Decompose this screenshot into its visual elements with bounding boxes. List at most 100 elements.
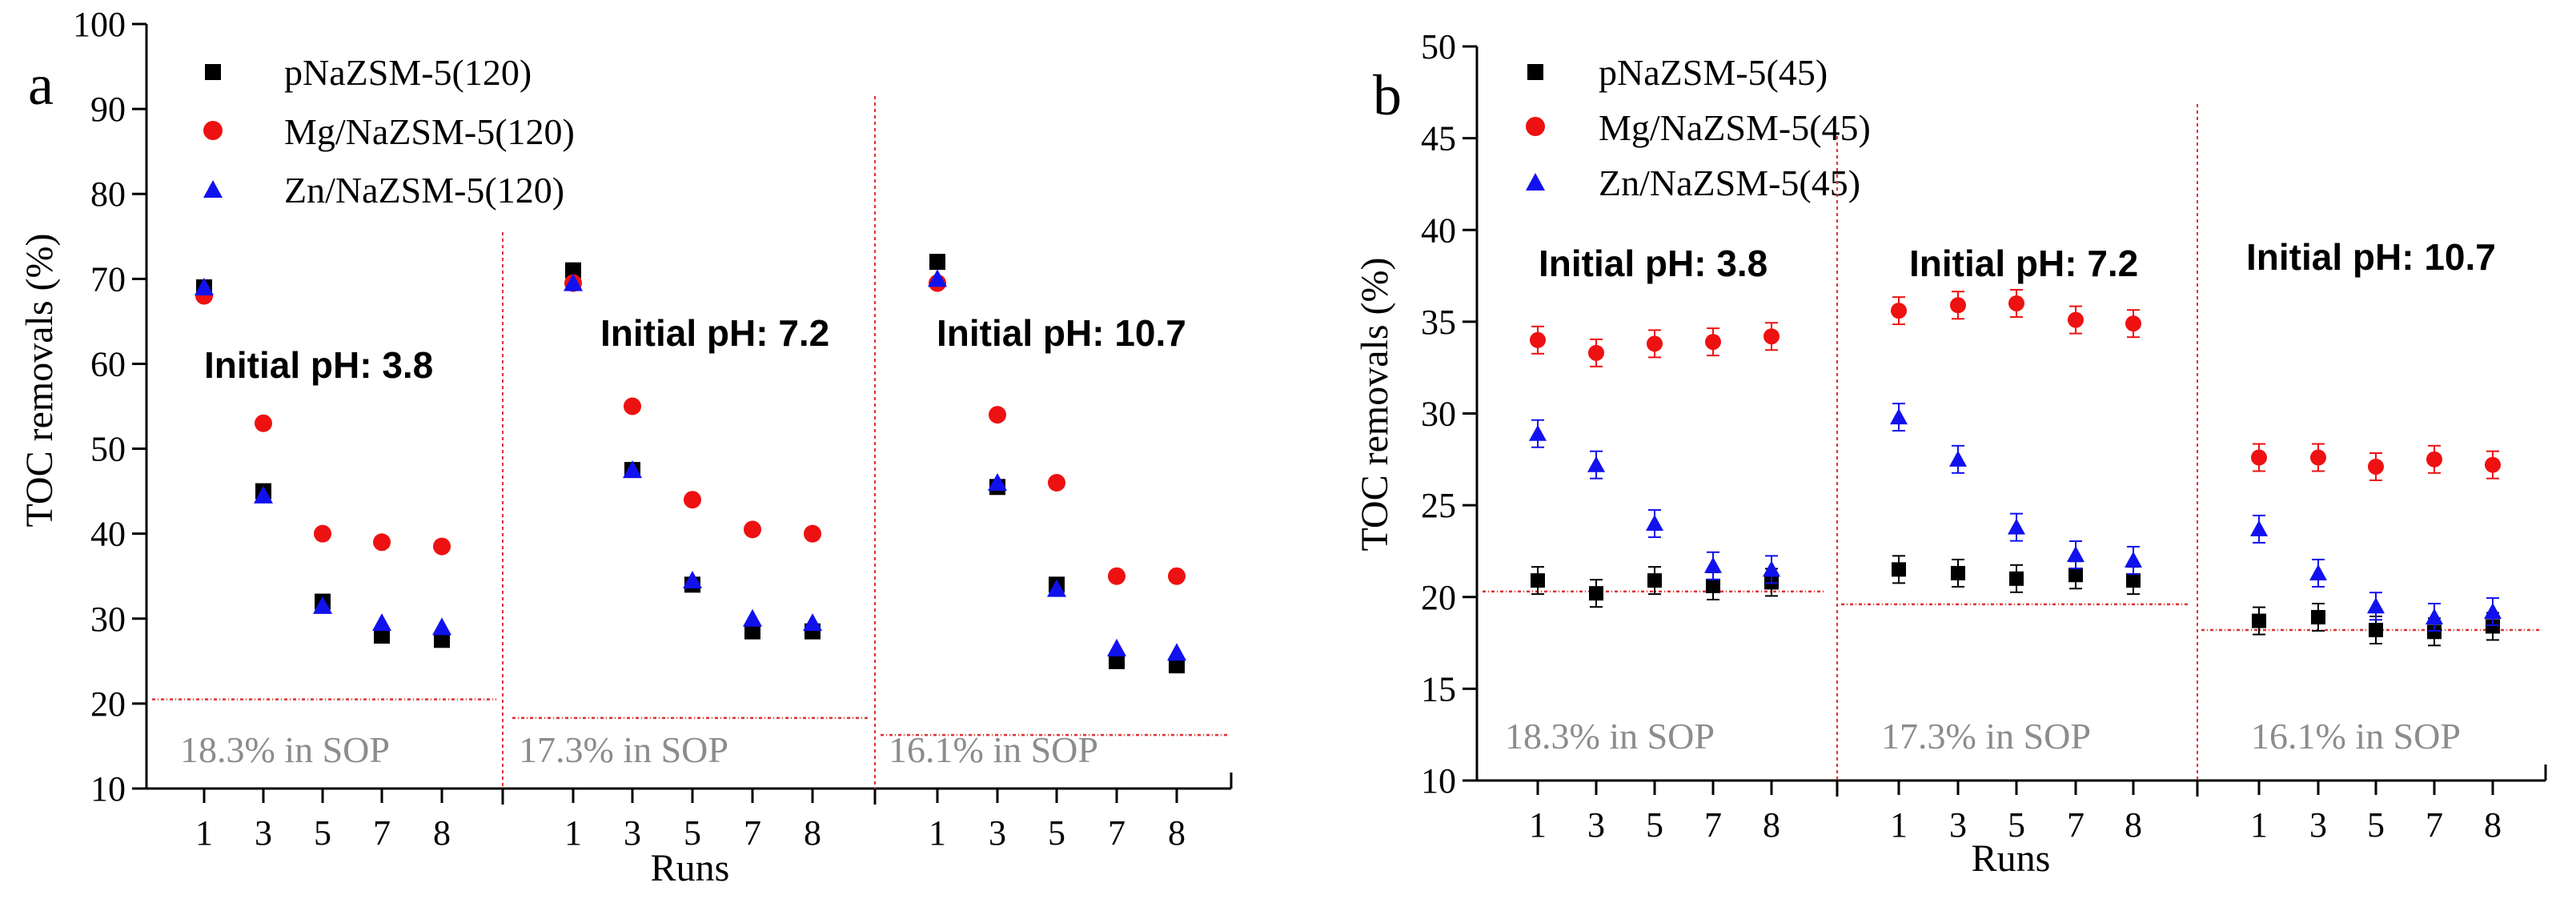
initial-ph-label: Initial pH: 10.7 [2246,236,2496,278]
data-point-mg-nazsm5 [1705,334,1721,351]
y-tick-label: 20 [90,684,126,724]
data-point-pnazsm5 [374,628,390,644]
data-point-mg-nazsm5 [1108,567,1125,585]
data-point-pnazsm5 [2369,623,2383,638]
data-point-mg-nazsm5 [2310,449,2326,466]
data-point-mg-nazsm5 [1950,297,1966,314]
data-point-zn-nazsm5 [2426,608,2443,624]
data-point-mg-nazsm5 [2368,458,2384,475]
y-tick-label: 100 [73,5,126,44]
y-tick-label: 60 [90,344,126,383]
x-tick-label: 7 [744,813,761,853]
x-tick-label: 3 [1587,805,1605,845]
chart-panel-b: b TOC removals (%) Runs pNaZSM-5(45) Mg/… [1354,27,2547,880]
data-point-pnazsm5 [2068,568,2083,583]
data-point-zn-nazsm5 [743,608,762,627]
sop-label: 17.3% in SOP [519,729,728,770]
data-point-mg-nazsm5 [2426,451,2442,468]
data-point-zn-nazsm5 [988,473,1007,491]
data-point-mg-nazsm5 [989,406,1006,424]
data-point-pnazsm5 [434,632,450,648]
x-tick-label: 5 [314,813,331,853]
y-tick-label: 80 [90,175,126,214]
x-tick-label: 3 [2309,805,2327,845]
data-point-zn-nazsm5 [2484,603,2502,620]
y-tick-label: 30 [1421,395,1456,434]
x-tick-label: 5 [1048,813,1065,853]
data-point-mg-nazsm5 [1647,335,1663,352]
x-tick-label: 7 [2067,805,2084,845]
x-tick-label: 8 [804,813,821,853]
y-tick-label: 40 [90,515,126,554]
data-point-mg-nazsm5 [314,524,331,543]
data-point-zn-nazsm5 [564,273,583,291]
data-point-mg-nazsm5 [1763,328,1780,345]
data-point-zn-nazsm5 [1107,638,1126,656]
data-point-mg-nazsm5 [2068,311,2084,328]
x-tick-label: 1 [929,813,946,853]
data-point-pnazsm5 [1531,573,1545,588]
data-point-zn-nazsm5 [1763,560,1780,577]
initial-ph-label: Initial pH: 10.7 [937,312,1186,354]
x-tick-label: 7 [1704,805,1722,845]
y-tick-label: 45 [1421,119,1456,159]
sop-label: 17.3% in SOP [1881,716,2091,757]
legend-label-pna: pNaZSM-5(45) [1599,52,1828,93]
data-point-zn-nazsm5 [1529,424,1547,441]
initial-ph-label: Initial pH: 7.2 [1909,243,2138,284]
legend-label-mg: Mg/NaZSM-5(45) [1599,107,1871,148]
data-point-pnazsm5 [929,254,945,271]
y-tick-label: 70 [90,259,126,299]
data-point-zn-nazsm5 [928,269,947,287]
x-tick-label: 1 [1529,805,1547,845]
data-point-mg-nazsm5 [2008,295,2024,311]
y-tick-label: 40 [1421,211,1456,250]
data-point-zn-nazsm5 [195,277,214,295]
legend-label-mg: Mg/NaZSM-5(120) [284,111,575,152]
legend-marker-mg [1526,117,1545,136]
x-tick-label: 3 [624,813,641,853]
data-point-pnazsm5 [1589,586,1603,601]
y-tick-label: 10 [1421,761,1456,801]
data-point-mg-nazsm5 [255,414,272,432]
y-tick-label: 30 [90,600,126,639]
y-tick-label: 35 [1421,303,1456,342]
legend-marker-zn [1526,173,1545,191]
x-tick-label: 5 [1646,805,1663,845]
data-point-zn-nazsm5 [1890,408,1908,425]
data-point-pnazsm5 [565,262,581,279]
data-point-zn-nazsm5 [1949,450,1967,467]
data-point-pnazsm5 [744,623,760,640]
y-tick-label: 50 [1421,27,1456,66]
x-tick-label: 3 [255,813,272,853]
x-tick-label: 5 [2008,805,2025,845]
chart-panel-a: a TOC removals (%) Runs pNaZSM-5(120) Mg… [18,5,1233,889]
data-point-mg-nazsm5 [433,537,451,556]
data-point-mg-nazsm5 [1168,567,1186,585]
data-point-pnazsm5 [2252,613,2266,628]
data-point-zn-nazsm5 [2008,518,2025,535]
legend-marker-pna [205,64,221,80]
data-point-mg-nazsm5 [624,397,641,415]
data-point-mg-nazsm5 [1048,474,1065,492]
x-axis-title-b: Runs [1972,837,2051,880]
x-tick-label: 7 [2426,805,2443,845]
data-point-mg-nazsm5 [2125,315,2141,332]
data-point-zn-nazsm5 [2125,551,2142,568]
panel-label-a: a [28,53,54,117]
y-tick-label: 10 [90,769,126,809]
data-point-zn-nazsm5 [2309,564,2327,580]
y-tick-label: 25 [1421,486,1456,525]
data-point-pnazsm5 [1951,565,1965,580]
x-tick-label: 8 [433,813,451,853]
data-point-zn-nazsm5 [2367,597,2385,614]
data-point-zn-nazsm5 [2067,546,2084,563]
data-point-pnazsm5 [1169,657,1185,674]
y-tick-label: 90 [90,90,126,129]
x-tick-label: 7 [373,813,391,853]
y-axis-title-a: TOC removals (%) [18,233,61,527]
data-point-pnazsm5 [2486,619,2500,634]
x-tick-label: 1 [564,813,582,853]
data-point-pnazsm5 [1109,652,1125,669]
y-tick-label: 50 [90,430,126,469]
